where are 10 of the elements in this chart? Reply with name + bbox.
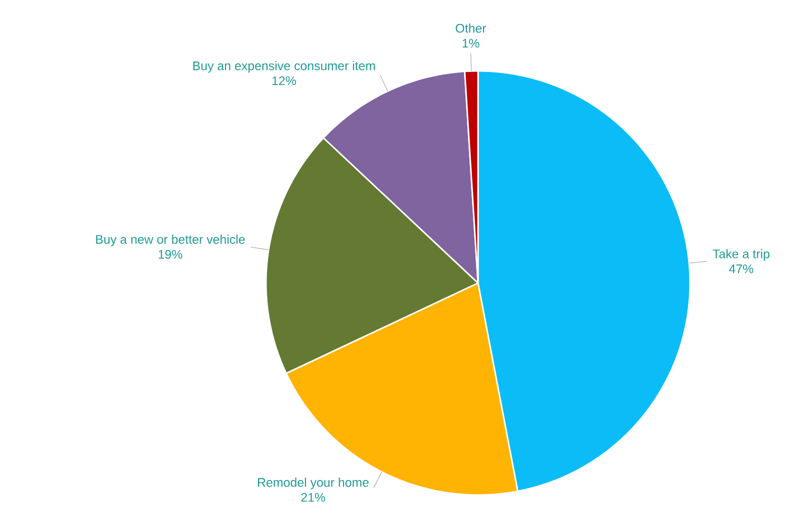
slice-label: Other [456,24,486,33]
data-label: 47% [729,264,754,274]
slice-label: Buy an expensive consumer item [193,61,375,73]
slice-label: Buy a new or better vehicle [96,234,245,246]
data-label: 12% [272,76,296,86]
slice-label: Take a trip [712,249,770,261]
slice-label: Remodel your home [258,478,369,490]
data-label: 21% [301,492,326,502]
data-label: 1% [462,38,480,48]
data-label: 19% [158,250,182,259]
